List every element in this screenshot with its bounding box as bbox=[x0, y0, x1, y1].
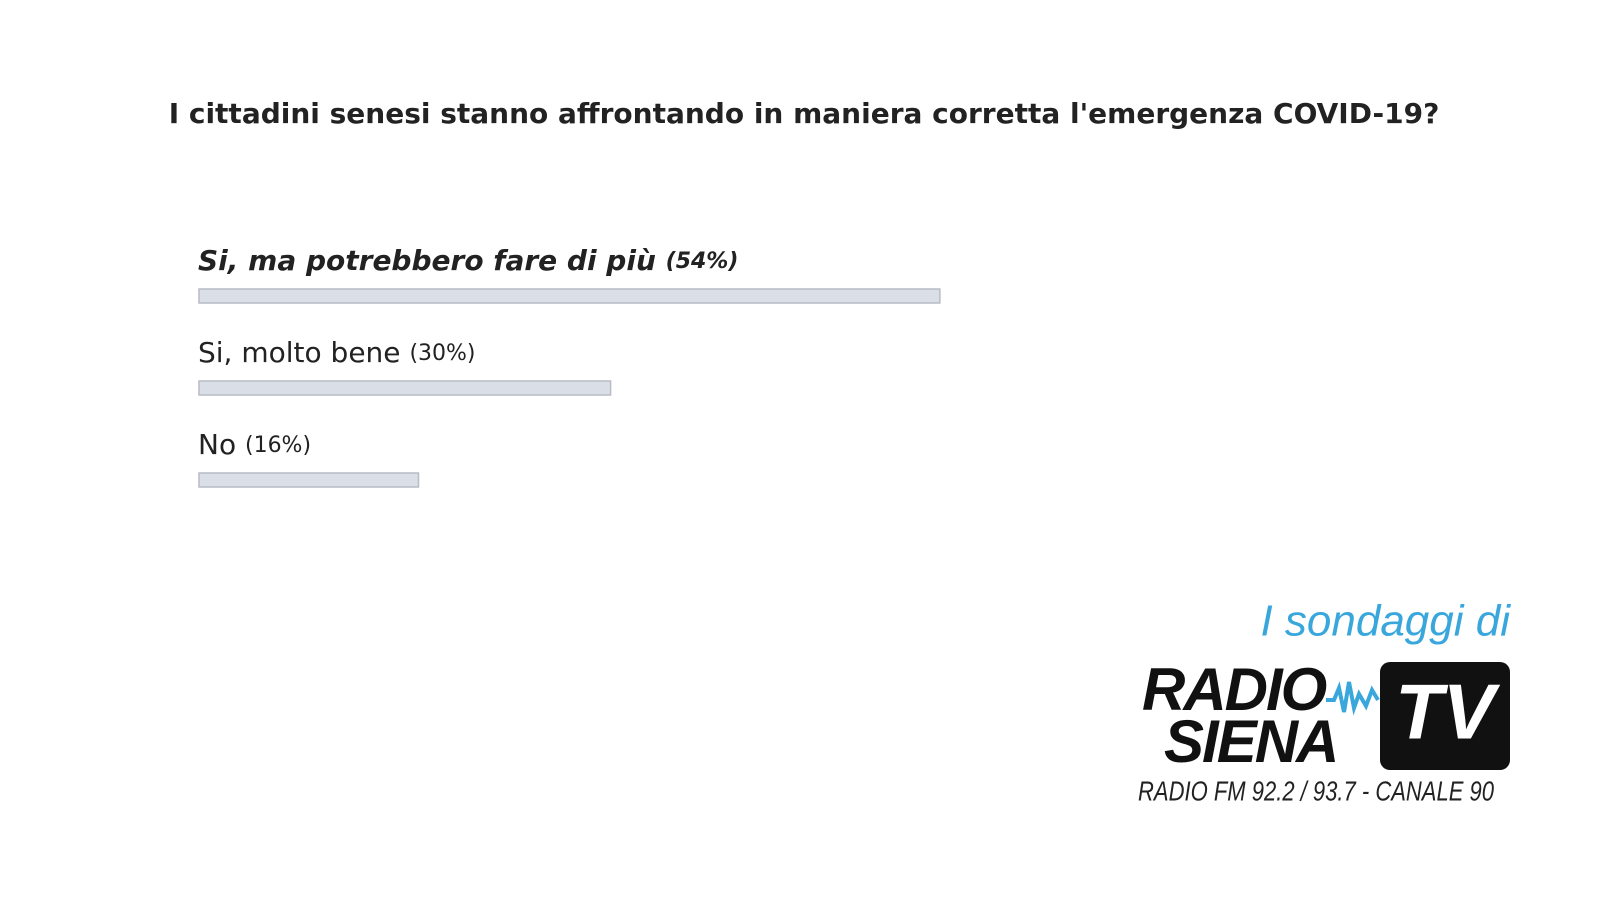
bar bbox=[198, 472, 420, 488]
option-label: Si, ma potrebbero fare di più (54%) bbox=[198, 244, 738, 277]
tagline: I sondaggi di bbox=[1260, 597, 1511, 646]
logo-wave bbox=[1326, 681, 1380, 716]
logo-radio: RADIO bbox=[1142, 656, 1327, 723]
option-percent: (54%) bbox=[666, 249, 739, 274]
bar bbox=[198, 288, 941, 304]
logo-tv: TV bbox=[1395, 668, 1501, 756]
poll-question: I cittadini senesi stanno affrontando in… bbox=[169, 97, 1440, 130]
frequencies: RADIO FM 92.2 / 93.7 - CANALE 90 bbox=[1138, 775, 1494, 806]
bar bbox=[198, 380, 612, 396]
option-text: Si, molto bene bbox=[198, 336, 401, 369]
logo-badge bbox=[1380, 662, 1510, 770]
option-percent: (30%) bbox=[409, 341, 475, 366]
option-percent: (16%) bbox=[245, 433, 311, 458]
logo-siena: SIENA bbox=[1164, 708, 1337, 775]
option-text: Si, ma potrebbero fare di più bbox=[198, 244, 656, 277]
option-label: No (16%) bbox=[198, 428, 311, 461]
option-label: Si, molto bene (30%) bbox=[198, 336, 476, 369]
option-text: No bbox=[198, 428, 236, 461]
